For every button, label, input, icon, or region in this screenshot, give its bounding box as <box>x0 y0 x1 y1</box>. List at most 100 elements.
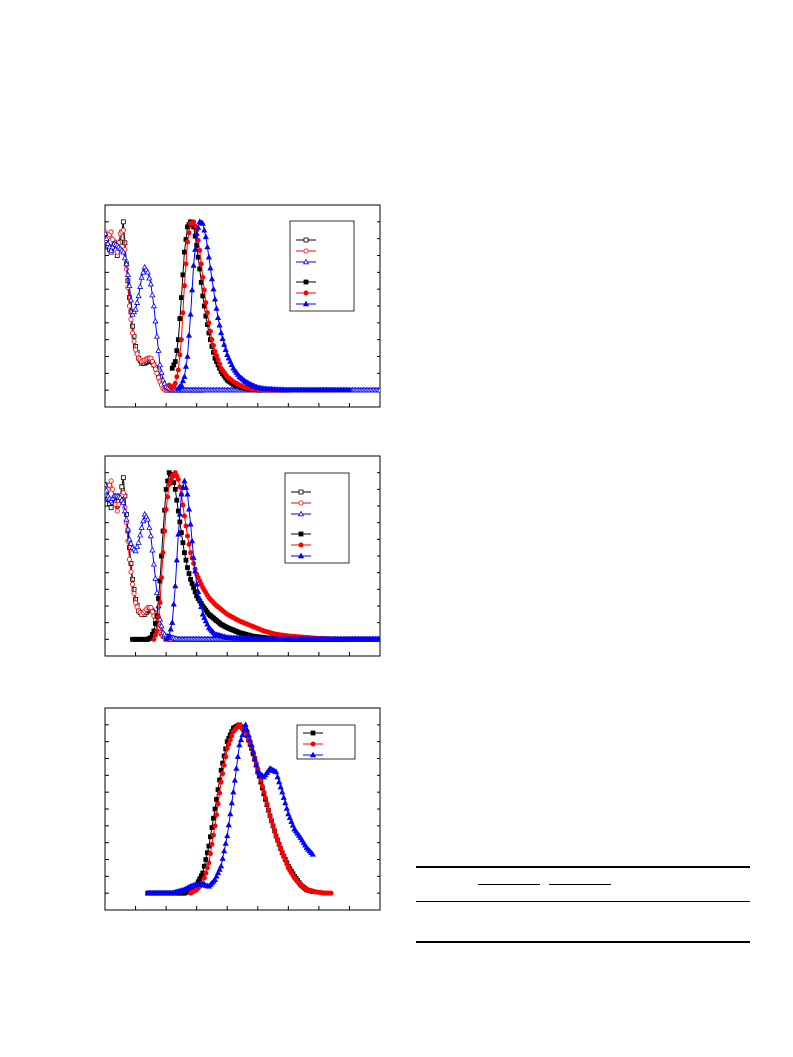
data-point <box>157 600 163 606</box>
data-point <box>201 226 208 233</box>
data-point <box>138 273 145 280</box>
data-point <box>170 600 177 607</box>
data-point <box>144 268 151 275</box>
data-point <box>219 335 226 342</box>
legend-entry-1 <box>296 237 316 243</box>
chart-panel-1 <box>104 204 381 408</box>
data-point <box>184 490 191 497</box>
legend-entry-1 <box>291 489 311 495</box>
data-point <box>185 332 193 338</box>
data-point <box>253 761 260 768</box>
data-point <box>174 374 180 380</box>
data-point <box>376 386 380 393</box>
data-point <box>177 316 183 322</box>
data-point <box>134 604 140 610</box>
legend-entry-6 <box>291 552 311 559</box>
data-point <box>205 253 212 260</box>
data-point <box>177 352 183 358</box>
data-point <box>204 243 211 250</box>
data-point <box>181 283 187 289</box>
data-point <box>174 497 180 503</box>
data-point <box>184 353 191 359</box>
data-point <box>231 776 238 783</box>
data-point <box>303 237 309 243</box>
data-point <box>196 595 203 602</box>
data-point <box>156 361 164 368</box>
data-point <box>155 375 161 381</box>
legend-box <box>284 472 350 564</box>
data-point <box>221 847 228 854</box>
data-point <box>221 341 228 347</box>
legend-entry-2 <box>296 248 316 254</box>
data-point <box>218 862 225 869</box>
data-point <box>310 741 316 747</box>
data-point <box>212 823 218 829</box>
data-point <box>218 329 225 336</box>
data-point <box>282 799 289 806</box>
data-point <box>150 560 157 567</box>
data-point <box>187 310 194 317</box>
data-point <box>133 347 139 353</box>
data-point <box>267 813 273 819</box>
data-point <box>237 736 245 743</box>
data-point <box>190 554 197 560</box>
data-point <box>160 550 166 556</box>
data-point <box>228 799 235 806</box>
data-point <box>150 302 157 309</box>
data-point <box>172 380 178 386</box>
data-point <box>264 801 270 807</box>
data-point <box>226 741 232 747</box>
data-point <box>182 484 190 490</box>
data-point <box>215 801 221 807</box>
data-point <box>126 535 133 542</box>
data-point <box>105 486 110 493</box>
data-point <box>179 377 186 384</box>
data-point <box>153 332 161 339</box>
data-point <box>120 227 126 233</box>
data-point <box>186 230 192 236</box>
data-point <box>186 571 192 576</box>
data-point <box>217 790 223 796</box>
data-point <box>273 768 280 775</box>
data-point <box>154 370 160 376</box>
data-point <box>182 249 187 255</box>
data-point <box>211 815 216 821</box>
data-point <box>108 478 114 484</box>
data-point <box>242 721 249 728</box>
data-point <box>171 480 177 486</box>
data-point <box>200 274 206 280</box>
data-point <box>173 556 180 563</box>
data-point <box>169 619 176 625</box>
data-point <box>105 230 109 236</box>
data-point <box>128 569 134 575</box>
data-point <box>131 591 137 597</box>
data-point <box>147 532 154 539</box>
data-point <box>214 353 220 359</box>
data-point <box>108 229 114 235</box>
data-point <box>188 550 194 556</box>
legend <box>289 220 355 312</box>
data-point <box>168 477 174 483</box>
data-point <box>203 857 209 862</box>
plot-area <box>105 470 380 642</box>
data-point <box>248 741 255 748</box>
data-point <box>132 305 139 312</box>
data-point <box>175 367 181 373</box>
data-point <box>178 337 184 343</box>
data-point <box>158 369 165 375</box>
data-point <box>188 576 193 582</box>
data-point <box>193 230 200 236</box>
legend-box <box>296 724 356 760</box>
data-point <box>163 486 169 492</box>
data-point <box>108 247 115 253</box>
data-point <box>189 537 196 544</box>
data-point <box>283 805 290 811</box>
data-point <box>183 557 189 563</box>
legend-entry-2 <box>303 741 323 747</box>
data-point <box>192 567 199 574</box>
data-point <box>286 814 293 821</box>
data-point <box>211 876 219 882</box>
legend-entry-3 <box>303 751 323 758</box>
data-point <box>269 818 275 824</box>
data-point <box>153 589 161 595</box>
